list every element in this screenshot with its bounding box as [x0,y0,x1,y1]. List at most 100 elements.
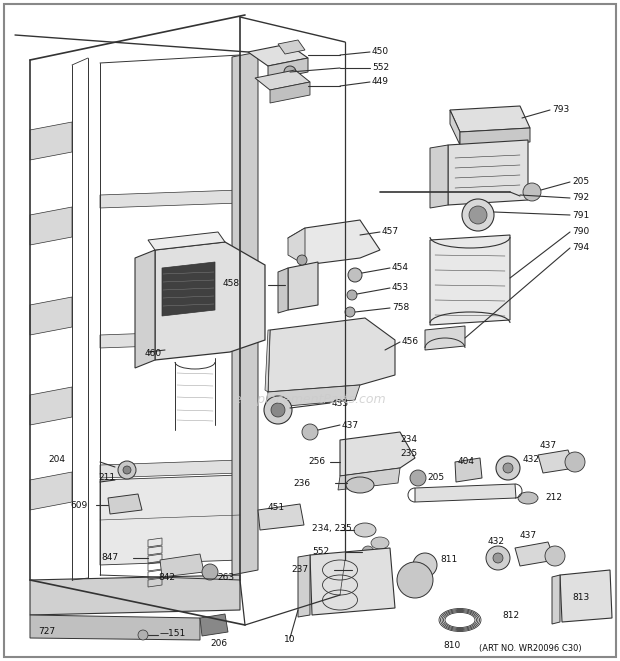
Polygon shape [270,82,310,103]
Polygon shape [340,432,415,476]
Text: 552: 552 [312,547,329,557]
Text: 437: 437 [520,531,537,539]
Polygon shape [560,570,612,622]
Circle shape [118,461,136,479]
Polygon shape [268,58,308,80]
Ellipse shape [518,492,538,504]
Polygon shape [30,387,72,425]
Polygon shape [160,554,204,577]
Polygon shape [430,235,510,325]
Text: 552: 552 [372,63,389,73]
Circle shape [138,630,148,640]
Circle shape [348,268,362,282]
Text: 813: 813 [572,594,589,602]
Polygon shape [455,458,482,482]
Text: 433: 433 [332,399,349,407]
Circle shape [462,199,494,231]
Polygon shape [100,475,240,565]
Circle shape [413,553,437,577]
Text: 234: 234 [400,436,417,444]
Text: 453: 453 [392,284,409,293]
Text: —151: —151 [160,629,186,639]
Text: 727: 727 [38,627,55,637]
Polygon shape [415,484,516,502]
Ellipse shape [346,477,374,493]
Polygon shape [155,242,265,360]
Text: (ART NO. WR20096 C30): (ART NO. WR20096 C30) [479,644,582,652]
Text: 204: 204 [48,455,65,465]
Polygon shape [100,330,240,348]
Polygon shape [288,262,318,310]
Text: 451: 451 [268,504,285,512]
Polygon shape [515,542,555,566]
Text: 793: 793 [552,106,569,114]
Polygon shape [425,326,465,350]
Text: 758: 758 [392,303,409,313]
Text: 404: 404 [458,457,475,467]
Polygon shape [450,110,460,145]
Text: 794: 794 [572,243,589,253]
Text: 811: 811 [440,555,458,564]
Text: 842: 842 [158,574,175,582]
Polygon shape [338,468,400,490]
Text: 790: 790 [572,227,589,237]
Ellipse shape [371,537,389,549]
Text: 432: 432 [488,537,505,547]
Text: 810: 810 [443,641,461,650]
Circle shape [362,546,374,558]
Circle shape [264,396,292,424]
Circle shape [545,546,565,566]
Circle shape [345,307,355,317]
Circle shape [565,452,585,472]
Polygon shape [288,220,380,265]
Circle shape [469,206,487,224]
Ellipse shape [352,564,372,576]
Text: 437: 437 [540,440,557,449]
Polygon shape [30,615,200,640]
Polygon shape [100,460,240,478]
Text: 791: 791 [572,210,589,219]
Polygon shape [460,128,530,145]
Circle shape [523,183,541,201]
Text: 460: 460 [145,350,162,358]
Circle shape [302,424,318,440]
Polygon shape [538,450,575,473]
Polygon shape [30,297,72,335]
Ellipse shape [354,523,376,537]
Polygon shape [278,268,288,313]
Polygon shape [268,318,395,392]
Polygon shape [100,190,240,208]
Text: 449: 449 [372,77,389,87]
Polygon shape [108,494,142,514]
Text: 234, 235: 234, 235 [312,524,352,533]
Circle shape [271,403,285,417]
Text: 847: 847 [101,553,118,563]
Polygon shape [30,207,72,245]
Polygon shape [298,555,310,617]
Polygon shape [148,232,225,250]
Circle shape [202,564,218,580]
Circle shape [284,66,296,78]
Text: 205: 205 [572,178,589,186]
Circle shape [123,466,131,474]
Circle shape [397,562,433,598]
Polygon shape [248,44,308,66]
Circle shape [347,290,357,300]
Polygon shape [135,250,155,368]
Circle shape [503,463,513,473]
Polygon shape [448,140,528,205]
Text: 432: 432 [523,455,540,465]
Polygon shape [552,575,560,624]
Polygon shape [255,70,310,90]
Circle shape [297,255,307,265]
Text: 237: 237 [291,566,308,574]
Text: 212: 212 [545,494,562,502]
Text: 458: 458 [223,278,240,288]
Text: 206: 206 [210,639,227,648]
Polygon shape [30,472,72,510]
Circle shape [486,546,510,570]
Text: 10: 10 [283,635,295,644]
Polygon shape [232,52,258,575]
Polygon shape [265,385,360,408]
Polygon shape [265,330,270,392]
